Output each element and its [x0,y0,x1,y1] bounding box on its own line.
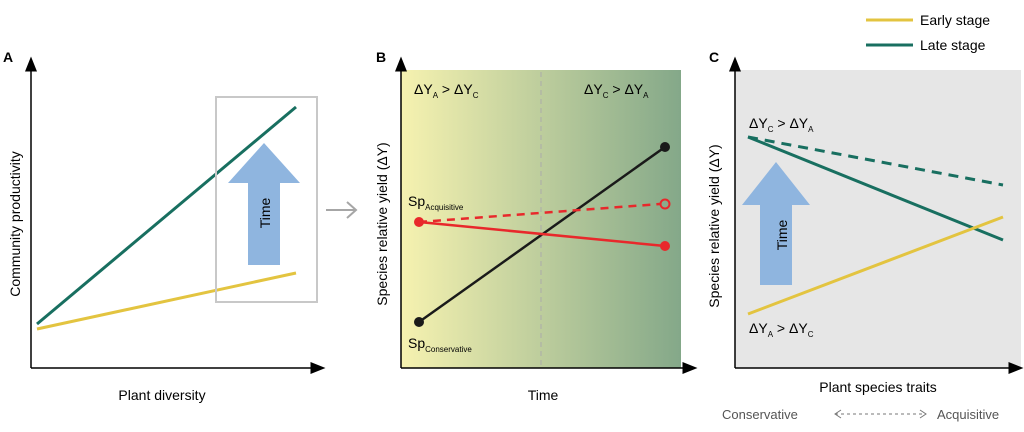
panel-c: C Species relative yield (ΔY) Plant spec… [706,49,1024,422]
panel-a-x-label: Plant diversity [118,387,205,403]
panel-a-zoom-box [215,96,318,303]
panel-b-conservative-end-point [660,142,670,152]
panel-b-x-label: Time [528,387,559,403]
panel-b: B Species relative yield (ΔY) Time ΔYA >… [374,49,698,403]
legend: Early stage Late stage [866,12,990,53]
panel-b-acquisitive-start-point [414,217,424,227]
panel-b-y-label: Species relative yield (ΔY) [374,142,390,305]
panel-b-acquisitive-end-point [660,241,670,251]
panel-b-conservative-start-point [414,317,424,327]
panel-c-time-arrow [742,162,810,285]
panel-b-letter: B [376,49,386,65]
panel-c-late-solid-line [747,135,1004,242]
panel-c-top-condition: ΔYC > ΔYA [749,115,814,134]
panel-c-x-label: Plant species traits [819,379,937,395]
panel-c-trait-arrow-left-head [834,409,842,419]
panel-b-conservative-label: SpConservative [408,335,472,354]
panel-b-acquisitive-dashed-line [418,202,661,224]
panel-c-y-label: Species relative yield (ΔY) [706,144,722,307]
panel-c-trait-arrow-right-head [919,409,927,419]
panel-c-late-dashed-line [747,135,1004,187]
panel-a-letter: A [3,49,13,65]
panel-a-time-label: Time [257,197,273,228]
panel-c-trait-acquisitive: Acquisitive [937,407,999,422]
panel-c-early-line [747,215,1004,316]
panel-a-time-arrow [228,143,300,265]
panel-a: A Community productivity Plant diversity… [3,49,326,403]
panel-b-acquisitive-open-point [659,198,671,210]
panel-a-y-label: Community productivity [7,151,23,297]
panel-b-right-condition: ΔYC > ΔYA [584,81,649,100]
panel-c-trait-conservative: Conservative [722,407,798,422]
panel-a-late-line [36,105,297,326]
legend-early-label: Early stage [920,12,990,28]
panel-c-time-label: Time [774,219,790,250]
panel-b-acquisitive-label: SpAcquisitive [408,193,464,212]
connector-arrow [326,201,358,219]
legend-late-label: Late stage [920,37,986,53]
panel-c-letter: C [709,49,719,65]
panel-b-acquisitive-line [418,220,666,248]
panel-b-left-condition: ΔYA > ΔYC [414,81,479,100]
panel-a-early-line [36,271,297,331]
panel-c-bottom-condition: ΔYA > ΔYC [749,320,814,339]
